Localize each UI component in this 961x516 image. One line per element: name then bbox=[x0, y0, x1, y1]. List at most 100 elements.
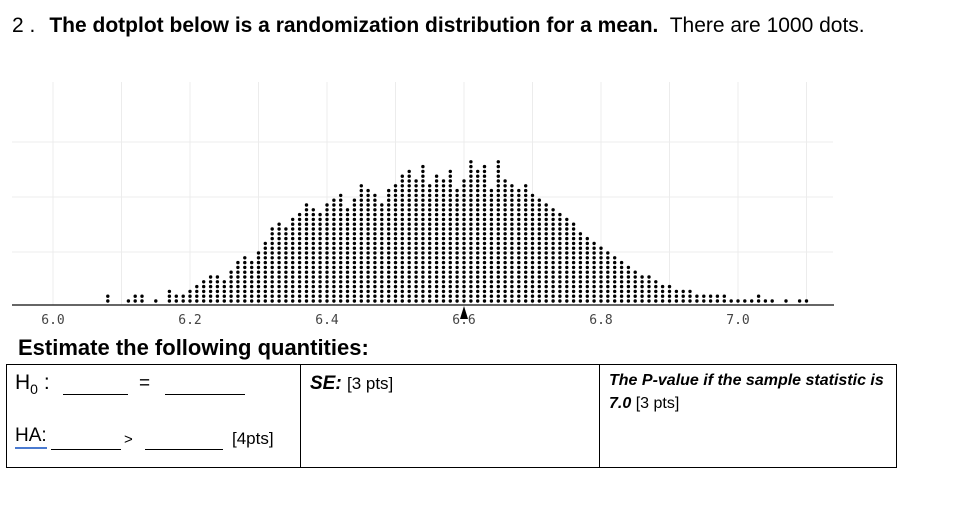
dot bbox=[688, 289, 692, 294]
dot bbox=[400, 241, 404, 246]
dot bbox=[503, 280, 507, 284]
dot bbox=[537, 256, 541, 260]
dot bbox=[503, 222, 507, 226]
dot bbox=[496, 217, 500, 222]
dot bbox=[510, 222, 514, 226]
dot bbox=[140, 294, 144, 298]
dot bbox=[524, 251, 528, 255]
dot bbox=[476, 236, 480, 241]
dot bbox=[489, 188, 494, 193]
dot bbox=[133, 299, 137, 303]
dot bbox=[702, 299, 706, 303]
dot bbox=[476, 241, 480, 246]
dot bbox=[215, 289, 220, 294]
dot bbox=[544, 284, 548, 289]
dot bbox=[510, 236, 514, 241]
dot bbox=[291, 299, 295, 303]
dot bbox=[366, 193, 370, 198]
ha-parameter-blank[interactable] bbox=[51, 449, 121, 450]
dot bbox=[345, 236, 350, 241]
dot bbox=[297, 260, 302, 265]
dot bbox=[558, 217, 562, 222]
dot bbox=[318, 260, 322, 265]
dot bbox=[674, 299, 679, 303]
dot bbox=[448, 260, 452, 265]
dot bbox=[318, 222, 322, 226]
se-cell[interactable]: SE: [3 pts] bbox=[301, 365, 600, 467]
dot bbox=[215, 294, 220, 298]
dot bbox=[524, 227, 528, 231]
dot bbox=[455, 289, 459, 294]
dot bbox=[441, 208, 446, 212]
dot bbox=[537, 217, 541, 222]
dot bbox=[633, 294, 637, 298]
dot bbox=[393, 188, 398, 193]
dot bbox=[434, 294, 439, 298]
dot bbox=[434, 203, 439, 207]
dot bbox=[332, 227, 336, 231]
dot bbox=[476, 179, 480, 183]
dot bbox=[366, 265, 370, 270]
dot bbox=[297, 270, 302, 274]
dot bbox=[339, 284, 343, 289]
ha-value-blank[interactable] bbox=[145, 449, 223, 450]
dot bbox=[188, 299, 192, 303]
h0-parameter-blank[interactable] bbox=[63, 394, 128, 395]
dot bbox=[530, 294, 535, 298]
dot bbox=[428, 193, 432, 198]
dot bbox=[496, 169, 500, 174]
dots-layer bbox=[106, 160, 809, 303]
dot bbox=[387, 251, 391, 255]
dot bbox=[530, 289, 535, 294]
dot bbox=[448, 217, 452, 222]
dot bbox=[428, 256, 432, 260]
dot bbox=[441, 294, 446, 298]
dot bbox=[503, 260, 507, 265]
pvalue-cell[interactable]: The P-value if the sample statistic is 7… bbox=[600, 365, 896, 467]
dot bbox=[256, 284, 261, 289]
dot bbox=[421, 299, 425, 303]
dot bbox=[476, 284, 480, 289]
dot bbox=[571, 251, 576, 255]
dot bbox=[660, 284, 665, 289]
dot bbox=[537, 246, 541, 250]
dot bbox=[400, 188, 404, 193]
dot bbox=[530, 265, 535, 270]
dot bbox=[366, 212, 370, 217]
dot bbox=[339, 198, 343, 202]
dot bbox=[517, 193, 521, 198]
dot bbox=[291, 265, 295, 270]
dot bbox=[352, 265, 357, 270]
dot bbox=[428, 232, 432, 236]
dot bbox=[400, 208, 404, 212]
dot bbox=[339, 227, 343, 231]
dot bbox=[400, 217, 404, 222]
dot bbox=[496, 246, 500, 250]
dot bbox=[325, 246, 329, 250]
dot bbox=[482, 294, 487, 298]
h0-value-blank[interactable] bbox=[165, 394, 245, 395]
dot bbox=[421, 241, 425, 246]
dot bbox=[277, 280, 281, 284]
pvalue-points: [3 pts] bbox=[635, 395, 680, 412]
dot bbox=[421, 174, 425, 178]
dot bbox=[434, 280, 439, 284]
dot bbox=[428, 184, 432, 188]
dot bbox=[352, 284, 357, 289]
dot bbox=[243, 289, 247, 294]
dot bbox=[304, 275, 309, 279]
dot bbox=[250, 270, 254, 274]
dot bbox=[263, 270, 267, 274]
dot bbox=[688, 294, 692, 298]
dot bbox=[640, 280, 644, 284]
dot bbox=[510, 217, 514, 222]
dot bbox=[524, 241, 528, 246]
dot bbox=[441, 289, 446, 294]
dot bbox=[469, 280, 473, 284]
dot bbox=[613, 284, 617, 289]
dot bbox=[428, 260, 432, 265]
dot bbox=[277, 256, 281, 260]
dot bbox=[565, 256, 569, 260]
dot bbox=[380, 208, 384, 212]
dot bbox=[530, 198, 535, 202]
